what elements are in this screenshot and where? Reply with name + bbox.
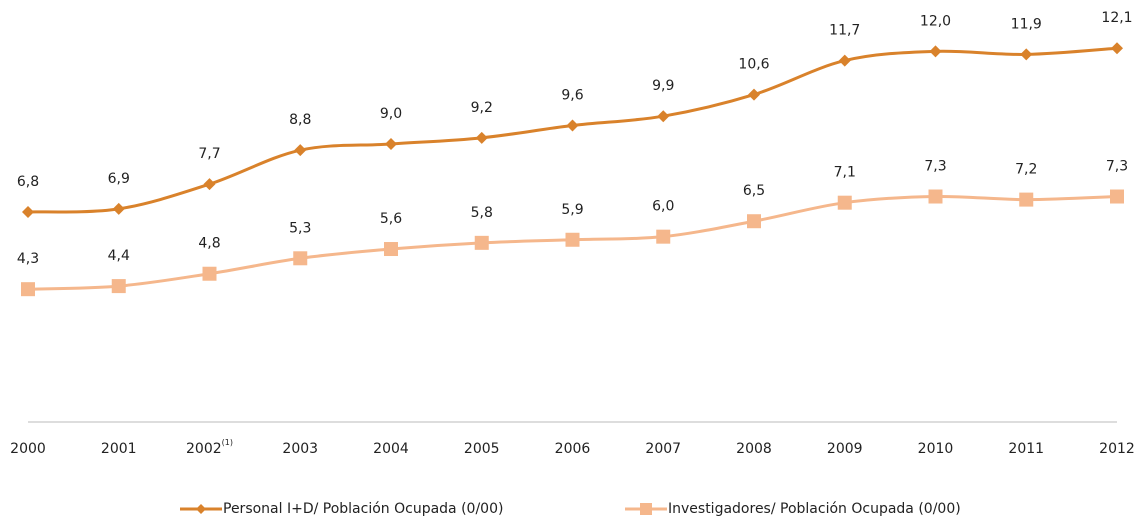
data-point — [837, 195, 852, 210]
data-label: 11,7 — [829, 23, 860, 39]
data-label: 5,3 — [289, 220, 311, 236]
data-label: 6,0 — [652, 199, 674, 215]
x-tick-text: 2011 — [1008, 441, 1044, 457]
data-label: 11,9 — [1011, 16, 1042, 32]
x-tick-label: 2006 — [555, 441, 591, 457]
x-tick-text: 2006 — [555, 441, 591, 457]
data-point — [294, 144, 307, 157]
x-tick-text: 2002 — [186, 441, 222, 457]
data-label: 6,8 — [17, 174, 39, 190]
x-tick-label: 2012 — [1099, 441, 1135, 457]
x-tick-text: 2004 — [373, 441, 409, 457]
legend-marker — [196, 504, 206, 514]
data-point — [111, 279, 126, 294]
data-point — [1110, 189, 1124, 204]
x-tick-text: 2007 — [645, 441, 681, 457]
data-label: 7,3 — [1106, 159, 1128, 175]
data-label: 4,3 — [17, 251, 39, 267]
x-tick-label: 2010 — [918, 441, 954, 457]
x-tick-superscript: (1) — [222, 438, 233, 447]
data-label: 7,3 — [924, 159, 946, 175]
data-label: 5,8 — [471, 205, 493, 221]
legend-marker — [640, 503, 652, 515]
data-label: 7,2 — [1015, 162, 1037, 178]
data-label: 5,9 — [561, 202, 583, 218]
x-tick-label: 2003 — [282, 441, 318, 457]
legend-label: Personal I+D/ Población Ocupada (0/00) — [223, 501, 503, 517]
x-tick-label: 2011 — [1008, 441, 1044, 457]
data-point — [565, 232, 580, 247]
x-tick-text: 2009 — [827, 441, 863, 457]
data-label: 5,6 — [380, 211, 402, 227]
data-point — [566, 119, 579, 132]
data-label: 6,9 — [108, 171, 130, 187]
data-label: 8,8 — [289, 112, 311, 128]
data-label: 6,5 — [743, 183, 765, 199]
x-tick-text: 2005 — [464, 441, 500, 457]
data-label: 4,4 — [108, 248, 130, 264]
data-label: 9,6 — [561, 87, 583, 103]
data-point — [1020, 48, 1033, 61]
data-point — [838, 54, 851, 67]
x-tick-label: 2005 — [464, 441, 500, 457]
data-label: 9,2 — [471, 100, 493, 116]
legend-label: Investigadores/ Población Ocupada (0/00) — [668, 501, 961, 517]
x-tick-label: 2000 — [10, 441, 46, 457]
data-point — [22, 205, 34, 218]
data-label: 4,8 — [198, 236, 220, 252]
data-label: 12,0 — [920, 13, 951, 29]
data-label: 12,1 — [1101, 10, 1132, 26]
x-tick-label: 2009 — [827, 441, 863, 457]
data-point — [928, 189, 943, 204]
data-point — [21, 282, 35, 297]
x-tick-label: 2007 — [645, 441, 681, 457]
x-tick-text: 2000 — [10, 441, 46, 457]
x-tick-text: 2001 — [101, 441, 137, 457]
x-tick-label: 2002(1) — [186, 438, 233, 458]
data-point — [112, 202, 125, 215]
x-tick-text: 2010 — [918, 441, 954, 457]
data-point — [1111, 42, 1123, 55]
data-point — [202, 266, 217, 281]
data-point — [748, 88, 760, 101]
data-point — [656, 229, 671, 244]
data-point — [1019, 192, 1034, 207]
x-tick-label: 2004 — [373, 441, 409, 457]
x-tick-label: 2008 — [736, 441, 772, 457]
data-label: 9,9 — [652, 78, 674, 94]
data-point — [384, 242, 398, 257]
data-label: 9,0 — [380, 106, 402, 122]
x-tick-text: 2003 — [282, 441, 318, 457]
data-point — [474, 235, 489, 250]
data-point — [747, 214, 761, 229]
data-label: 7,1 — [834, 165, 856, 181]
data-point — [385, 138, 397, 150]
x-tick-text: 2008 — [736, 441, 772, 457]
data-point — [929, 45, 942, 58]
data-label: 7,7 — [198, 146, 220, 162]
data-point — [657, 110, 670, 123]
data-point — [475, 131, 488, 144]
data-label: 10,6 — [738, 57, 769, 73]
x-tick-text: 2012 — [1099, 441, 1135, 457]
data-point — [293, 251, 308, 266]
data-point — [203, 178, 216, 191]
x-tick-label: 2001 — [101, 441, 137, 457]
